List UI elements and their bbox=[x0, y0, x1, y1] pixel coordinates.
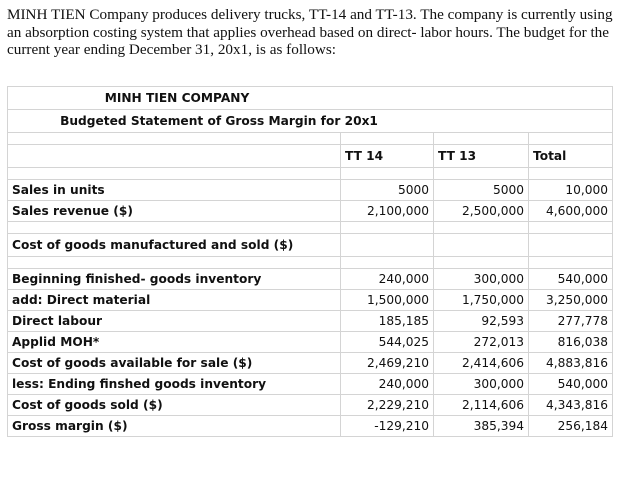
table-row-direct-labour: Direct labour 185,185 92,593 277,778 bbox=[7, 310, 613, 332]
table-row-cogm-heading: Cost of goods manufactured and sold ($) bbox=[7, 233, 613, 257]
table-row-beginning-inventory: Beginning finished- goods inventory 240,… bbox=[7, 268, 613, 290]
section-heading: Cost of goods manufactured and sold ($) bbox=[7, 233, 341, 257]
row-label: less: Ending finshed goods inventory bbox=[7, 373, 341, 395]
table-row-sales-revenue: Sales revenue ($) 2,100,000 2,500,000 4,… bbox=[7, 200, 613, 222]
cell-tt13: 2,500,000 bbox=[433, 200, 529, 222]
col-header-total: Total bbox=[528, 144, 613, 168]
row-label: Direct labour bbox=[7, 310, 341, 332]
cell-tt13: 300,000 bbox=[433, 268, 529, 290]
intro-paragraph: MINH TIEN Company produces delivery truc… bbox=[7, 6, 613, 58]
cell-total: 256,184 bbox=[528, 415, 613, 437]
cell-total: 816,038 bbox=[528, 331, 613, 353]
gross-margin-statement-table: MINH TIEN COMPANY Budgeted Statement of … bbox=[7, 86, 613, 437]
table-row-sales-units: Sales in units 5000 5000 10,000 bbox=[7, 179, 613, 201]
table-row-available-for-sale: Cost of goods available for sale ($) 2,4… bbox=[7, 352, 613, 374]
cell-tt14: 1,500,000 bbox=[340, 289, 434, 311]
statement-title: Budgeted Statement of Gross Margin for 2… bbox=[60, 114, 378, 128]
cell-tt13: 92,593 bbox=[433, 310, 529, 332]
col-header-tt13: TT 13 bbox=[433, 144, 529, 168]
company-row: MINH TIEN COMPANY bbox=[7, 86, 613, 110]
cell-tt14: 240,000 bbox=[340, 268, 434, 290]
spacer-row bbox=[7, 256, 613, 269]
cell-tt13: 272,013 bbox=[433, 331, 529, 353]
table-row-direct-material: add: Direct material 1,500,000 1,750,000… bbox=[7, 289, 613, 311]
cell-tt14: 2,100,000 bbox=[340, 200, 434, 222]
cell-tt14: 240,000 bbox=[340, 373, 434, 395]
header-blank-cell bbox=[7, 144, 341, 168]
cell-tt13: 2,414,606 bbox=[433, 352, 529, 374]
column-header-row: TT 14 TT 13 Total bbox=[7, 144, 613, 168]
row-label: Sales in units bbox=[7, 179, 341, 201]
spacer-row bbox=[7, 132, 613, 145]
spacer-row bbox=[7, 221, 613, 234]
statement-title-cell: Budgeted Statement of Gross Margin for 2… bbox=[7, 109, 613, 133]
row-label: Beginning finished- goods inventory bbox=[7, 268, 341, 290]
row-label: Gross margin ($) bbox=[7, 415, 341, 437]
cell-tt14: 544,025 bbox=[340, 331, 434, 353]
cell-total: 4,883,816 bbox=[528, 352, 613, 374]
statement-title-row: Budgeted Statement of Gross Margin for 2… bbox=[7, 109, 613, 133]
cell-total: 10,000 bbox=[528, 179, 613, 201]
row-label: Cost of goods sold ($) bbox=[7, 394, 341, 416]
row-label: Applid MOH* bbox=[7, 331, 341, 353]
cell-tt13: 300,000 bbox=[433, 373, 529, 395]
row-label: Cost of goods available for sale ($) bbox=[7, 352, 341, 374]
row-label: add: Direct material bbox=[7, 289, 341, 311]
cell-total: 3,250,000 bbox=[528, 289, 613, 311]
cell-tt14: 185,185 bbox=[340, 310, 434, 332]
cell-tt13: 1,750,000 bbox=[433, 289, 529, 311]
table-row-cogs: Cost of goods sold ($) 2,229,210 2,114,6… bbox=[7, 394, 613, 416]
cell-total: 4,343,816 bbox=[528, 394, 613, 416]
cell-tt14: 2,469,210 bbox=[340, 352, 434, 374]
cell-tt13: 2,114,606 bbox=[433, 394, 529, 416]
cell-tt14: 5000 bbox=[340, 179, 434, 201]
table-row-ending-inventory: less: Ending finshed goods inventory 240… bbox=[7, 373, 613, 395]
cell-tt13: 385,394 bbox=[433, 415, 529, 437]
cell-tt14: 2,229,210 bbox=[340, 394, 434, 416]
company-name-cell: MINH TIEN COMPANY bbox=[7, 86, 613, 110]
cell-total: 540,000 bbox=[528, 268, 613, 290]
cell-tt13: 5000 bbox=[433, 179, 529, 201]
company-name: MINH TIEN COMPANY bbox=[104, 91, 250, 105]
spacer-row bbox=[7, 167, 613, 180]
col-header-tt14: TT 14 bbox=[340, 144, 434, 168]
cell-tt14: -129,210 bbox=[340, 415, 434, 437]
table-row-gross-margin: Gross margin ($) -129,210 385,394 256,18… bbox=[7, 415, 613, 437]
cell-total: 277,778 bbox=[528, 310, 613, 332]
cell-total: 4,600,000 bbox=[528, 200, 613, 222]
table-row-applied-moh: Applid MOH* 544,025 272,013 816,038 bbox=[7, 331, 613, 353]
row-label: Sales revenue ($) bbox=[7, 200, 341, 222]
cell-total: 540,000 bbox=[528, 373, 613, 395]
